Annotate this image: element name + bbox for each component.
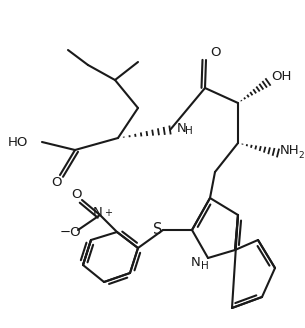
Text: O: O <box>210 47 221 59</box>
Text: 2: 2 <box>298 151 303 159</box>
Text: N: N <box>177 121 187 134</box>
Text: HO: HO <box>8 135 28 149</box>
Text: N: N <box>190 256 200 270</box>
Text: S: S <box>153 222 163 237</box>
Text: −O: −O <box>59 227 81 239</box>
Text: H: H <box>185 126 193 136</box>
Text: OH: OH <box>271 70 291 83</box>
Text: NH: NH <box>280 145 300 157</box>
Text: O: O <box>52 176 62 190</box>
Text: +: + <box>104 208 112 218</box>
Text: N: N <box>93 206 103 218</box>
Text: H: H <box>201 261 209 271</box>
Text: O: O <box>71 188 81 200</box>
